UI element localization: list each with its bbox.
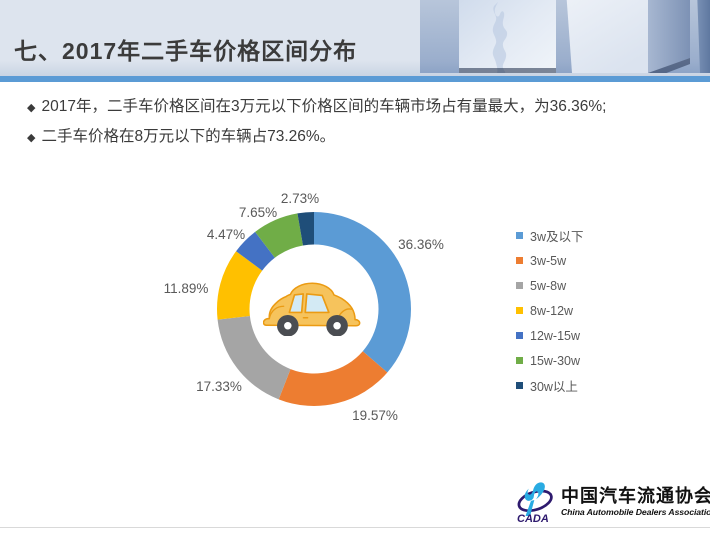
svg-text:17.33%: 17.33% bbox=[196, 379, 242, 394]
svg-text:7.65%: 7.65% bbox=[239, 205, 277, 220]
svg-text:36.36%: 36.36% bbox=[398, 237, 444, 252]
svg-text:2.73%: 2.73% bbox=[281, 191, 319, 206]
svg-text:4.47%: 4.47% bbox=[207, 227, 245, 242]
svg-text:19.57%: 19.57% bbox=[352, 408, 398, 423]
svg-text:11.89%: 11.89% bbox=[164, 281, 209, 296]
